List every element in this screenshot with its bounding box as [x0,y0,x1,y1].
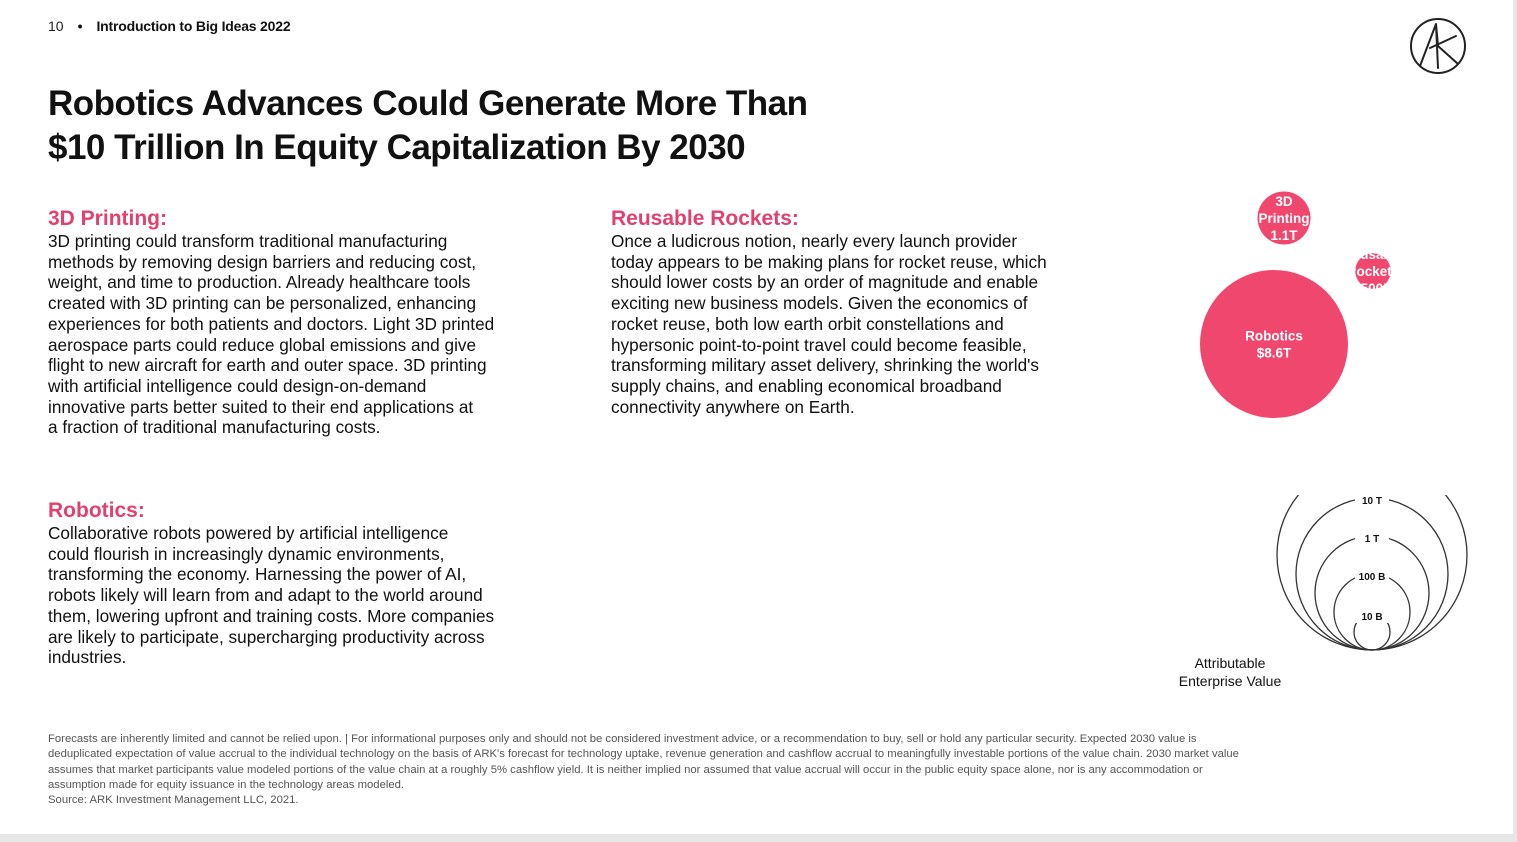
bubble-3d-printing [1257,191,1311,245]
body-line: methods by removing design barriers and … [48,251,477,272]
body-line: should lower costs by an order of magnit… [611,272,1039,293]
footer-line: Source: ARK Investment Management LLC, 2… [48,794,299,807]
body-line: are likely to participate, supercharging… [48,626,485,647]
deck-title: Introduction to Big Ideas 2022 [96,18,291,34]
bubble-label: $500B [1353,281,1393,296]
bubble-label: Printing [1259,211,1310,226]
bubble-label: 1.1T [1270,228,1298,243]
section-body: 3D printing could transform traditional … [48,231,548,438]
section-reusable-rockets: Reusable Rockets: Once a ludicrous notio… [611,207,1111,417]
body-line: Collaborative robots powered by artifici… [48,523,449,543]
body-line: flight to new aircraft for earth and out… [48,355,487,376]
header-separator: • [77,18,83,34]
body-line: with artificial intelligence could desig… [48,375,427,396]
body-line: industries. [48,647,127,668]
footer-line: assumption made for equity issuance in t… [48,778,405,791]
body-line: today appears to be making plans for roc… [611,251,1047,272]
bubble-reusable-rockets [1355,253,1391,289]
page-number: 10 [48,18,64,34]
scale-label-bg [1355,533,1389,545]
bubble-robotics [1200,270,1348,418]
body-line: a fraction of traditional manufacturing … [48,417,381,438]
footer-line: deduplicated expectation of value accrua… [48,748,1239,761]
section-robotics: Robotics: Collaborative robots powered b… [48,499,548,668]
scale-label-bg [1355,611,1389,623]
scale-ring [1314,535,1430,651]
body-line: connectivity anywhere on Earth. [611,396,855,417]
body-line: experiences for both patients and doctor… [48,313,495,334]
body-line: innovative parts better suited to their … [48,396,474,417]
scale-legend-label: Enterprise Value [1179,673,1282,689]
section-body: Collaborative robots powered by artifici… [48,523,548,668]
body-line: rocket reuse, both low earth orbit const… [611,313,1004,334]
footer-line: Forecasts are inherently limited and can… [48,733,1197,745]
footer-disclaimer: Forecasts are inherently limited and can… [48,732,1478,808]
slide-title: Robotics Advances Could Generate More Th… [48,82,948,170]
scale-ring-label: 10 B [1361,612,1382,623]
title-line: $10 Trillion In Equity Capitalization By… [48,128,746,167]
bubble-label: 3D [1275,194,1293,209]
bubble-label: $8.6T [1257,346,1292,361]
scale-legend-label: Attributable [1195,655,1266,671]
scale-ring-label: 10 T [1362,496,1382,507]
body-line: exciting new business models. Given the … [611,293,1028,314]
body-line: transforming military asset delivery, sh… [611,355,1040,376]
scale-ring-label: 100 B [1359,572,1386,583]
body-line: weight, and time to production. Already … [48,272,471,293]
body-line: Once a ludicrous notion, nearly every la… [611,231,1018,251]
bubble-label: Robotics [1245,329,1303,344]
body-line: hypersonic point-to-point travel could b… [611,334,1027,355]
body-line: created with 3D printing can be personal… [48,293,477,314]
footer-line: assumes that market participants value m… [48,763,1203,776]
body-line: transforming the economy. Harnessing the… [48,564,467,585]
scale-label-bg [1355,571,1389,583]
slide-header: 10 • Introduction to Big Ideas 2022 [48,18,291,34]
section-3d-printing: 3D Printing: 3D printing could transform… [48,207,548,438]
body-line: aerospace parts could reduce global emis… [48,334,477,355]
body-line: could flourish in increasingly dynamic e… [48,543,445,564]
section-heading: Robotics: [48,499,145,522]
section-body: Once a ludicrous notion, nearly every la… [611,231,1111,417]
ark-logo-icon [1410,18,1466,74]
bubble-label: Reusable [1343,247,1404,262]
body-line: them, lowering upfront and training cost… [48,605,495,626]
bubble-label: Rockets [1347,264,1400,279]
scale-ring-label: 1 T [1365,534,1379,545]
body-line: supply chains, and enabling economical b… [611,375,1002,396]
scale-label-bg [1355,495,1389,507]
section-heading: Reusable Rockets: [611,207,799,230]
body-line: robots likely will learn from and adapt … [48,585,483,606]
body-line: 3D printing could transform traditional … [48,231,448,251]
title-line: Robotics Advances Could Generate More Th… [48,84,808,123]
bubble-chart: 3D Printing 1.1T Reusable Rockets $500B Roboti… [1200,191,1404,418]
section-heading: 3D Printing: [48,207,167,230]
